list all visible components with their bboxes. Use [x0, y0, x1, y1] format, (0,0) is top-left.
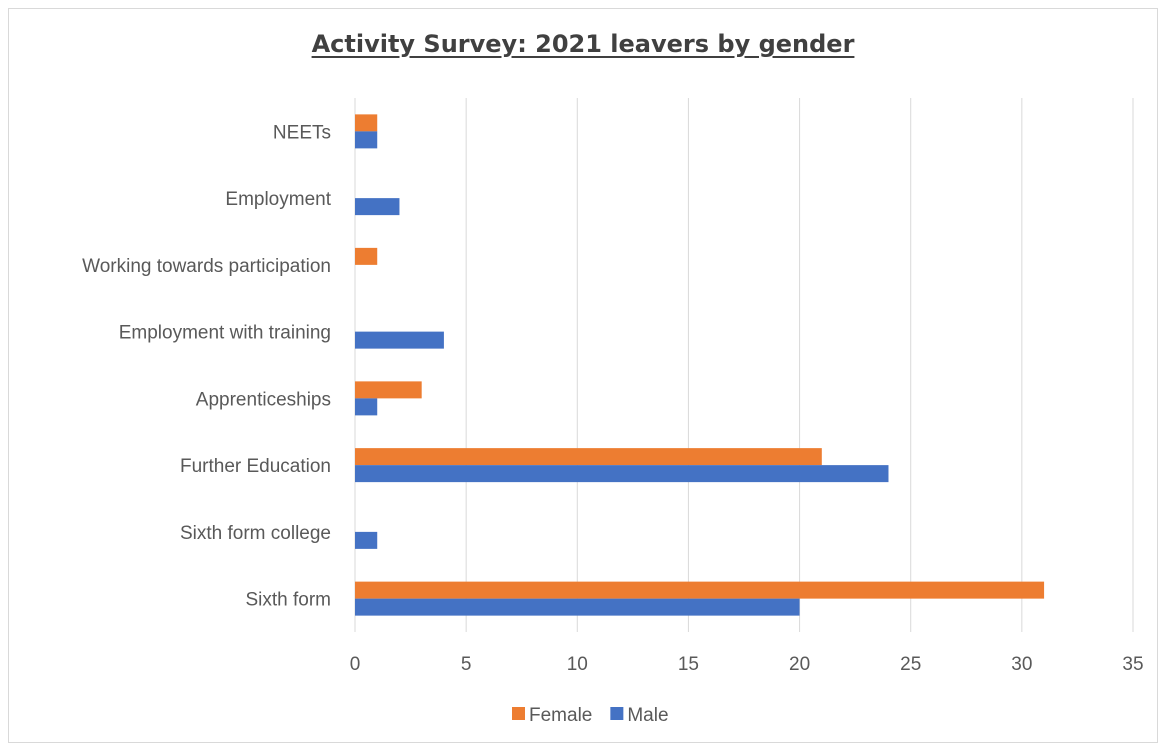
x-tick-label: 15	[678, 654, 699, 675]
x-tick-label: 20	[789, 654, 810, 675]
chart-title: Activity Survey: 2021 leavers by gender	[311, 30, 855, 58]
category-label: Working towards participation	[82, 256, 331, 277]
bar-male-4	[355, 398, 378, 416]
bar-female-7	[355, 581, 1045, 599]
x-tick-label: 5	[461, 654, 472, 675]
category-label: Sixth form college	[180, 523, 331, 544]
bar-male-6	[355, 531, 378, 549]
bar-female-0	[355, 114, 378, 132]
x-tick-label: 30	[1011, 654, 1032, 675]
x-tick-label: 0	[350, 654, 361, 675]
legend-label-male: Male	[627, 705, 668, 726]
bar-female-4	[355, 381, 422, 399]
bar-female-5	[355, 448, 822, 466]
category-label: Employment with training	[119, 323, 331, 344]
x-tick-label: 35	[1122, 654, 1143, 675]
bar-male-1	[355, 198, 400, 216]
category-label: NEETs	[273, 122, 331, 143]
legend-label-female: Female	[529, 705, 592, 726]
x-tick-label: 25	[900, 654, 921, 675]
bar-female-2	[355, 247, 378, 265]
category-label: Further Education	[180, 456, 331, 477]
bar-male-0	[355, 131, 378, 149]
legend-swatch-male	[610, 707, 624, 720]
category-label: Sixth form	[245, 590, 331, 611]
bar-male-7	[355, 598, 800, 616]
category-label: Apprenticeships	[196, 389, 331, 410]
x-tick-label: 10	[567, 654, 588, 675]
bar-male-5	[355, 465, 889, 483]
category-label: Employment	[225, 189, 331, 210]
chart-area	[8, 8, 1158, 743]
legend-swatch-female	[512, 707, 525, 720]
bar-male-3	[355, 331, 444, 349]
